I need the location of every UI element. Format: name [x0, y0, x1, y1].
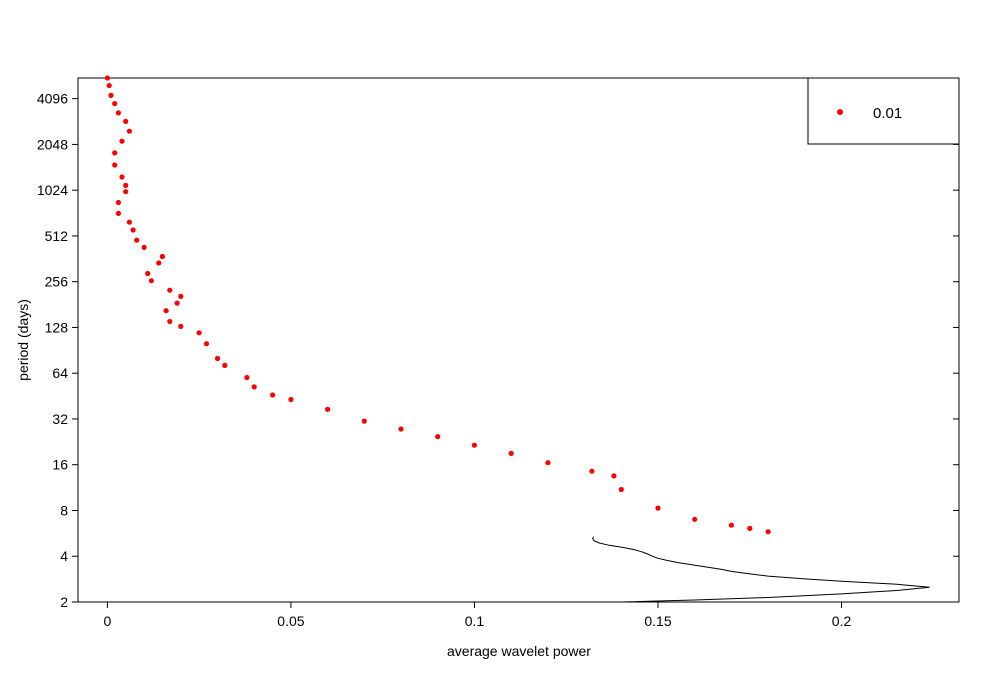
significance-point: [108, 92, 114, 98]
significance-point: [141, 244, 147, 250]
legend: 0.01: [807, 77, 960, 145]
significance-point: [167, 287, 173, 293]
significance-point: [471, 442, 477, 448]
legend-marker: [837, 109, 843, 115]
significance-point: [112, 162, 118, 168]
x-tick-label: 0.1: [465, 613, 485, 629]
significance-point: [119, 174, 125, 180]
significance-point: [159, 253, 165, 260]
significance-point: [130, 227, 136, 233]
significance-point: [270, 392, 276, 398]
significance-point: [508, 450, 514, 456]
significance-point: [104, 75, 110, 81]
significance-point: [398, 426, 404, 432]
significance-point: [167, 318, 173, 325]
y-tick-label: 4: [60, 548, 68, 564]
significance-point: [244, 374, 250, 381]
significance-point: [112, 101, 118, 107]
significance-point: [655, 505, 661, 511]
significance-point: [134, 237, 140, 243]
significance-point: [123, 189, 129, 195]
significance-point: [611, 473, 617, 479]
significance-point: [288, 396, 294, 403]
y-tick-label: 4096: [37, 91, 68, 107]
significance-point: [196, 330, 202, 336]
y-tick-label: 1024: [37, 182, 68, 198]
significance-point: [163, 308, 169, 314]
significance-point: [126, 219, 132, 225]
significance-point: [115, 210, 121, 216]
x-tick-label: 0.15: [644, 613, 671, 629]
significance-point: [123, 182, 129, 188]
y-axis-title: period (days): [15, 299, 31, 381]
significance-point: [126, 128, 132, 134]
significance-point: [123, 118, 129, 124]
significance-point: [435, 434, 441, 440]
significance-point: [145, 270, 151, 277]
significance-point: [618, 486, 624, 493]
x-axis-title: average wavelet power: [447, 643, 591, 659]
y-tick-label: 128: [45, 319, 69, 335]
significance-point: [119, 138, 125, 144]
y-tick-label: 32: [52, 411, 68, 427]
y-tick-label: 8: [60, 502, 68, 518]
significance-point: [747, 525, 753, 532]
significance-point: [325, 406, 331, 412]
x-tick-label: 0.05: [277, 613, 304, 629]
x-tick-label: 0.2: [832, 613, 852, 629]
significance-point: [115, 199, 121, 206]
legend-label: 0.01: [873, 105, 902, 122]
significance-point: [251, 384, 257, 390]
significance-point: [178, 323, 184, 329]
significance-point: [115, 110, 121, 116]
significance-point: [178, 293, 184, 299]
y-axis: 2 4 8 16 32 64 128 256 512 1024 2048 4096: [37, 91, 959, 610]
significance-point: [148, 278, 154, 284]
significance-point: [222, 362, 228, 368]
significance-point: [203, 341, 210, 347]
y-tick-label: 16: [52, 457, 68, 473]
x-axis: 0 0.05 0.1 0.15 0.2: [103, 602, 851, 629]
significance-point: [156, 260, 162, 266]
significance-point: [765, 529, 771, 535]
significance-point: [214, 355, 221, 362]
significance-point: [728, 522, 735, 528]
y-tick-label: 2: [60, 594, 68, 610]
y-tick-label: 256: [45, 274, 69, 290]
series-layer: [104, 75, 930, 603]
y-tick-label: 64: [52, 365, 68, 381]
plot-frame: [77, 77, 960, 603]
significance-point: [589, 468, 595, 474]
significance-point: [361, 418, 367, 424]
wavelet-power-line: [592, 536, 930, 603]
significance-point: [106, 82, 112, 89]
x-tick-label: 0: [103, 613, 111, 629]
significance-point: [692, 516, 698, 522]
legend-box: [807, 77, 960, 145]
significance-point: [112, 150, 118, 156]
y-tick-label: 512: [45, 228, 69, 244]
significance-point: [545, 460, 551, 466]
y-tick-label: 2048: [37, 136, 68, 152]
significance-point: [174, 300, 180, 306]
